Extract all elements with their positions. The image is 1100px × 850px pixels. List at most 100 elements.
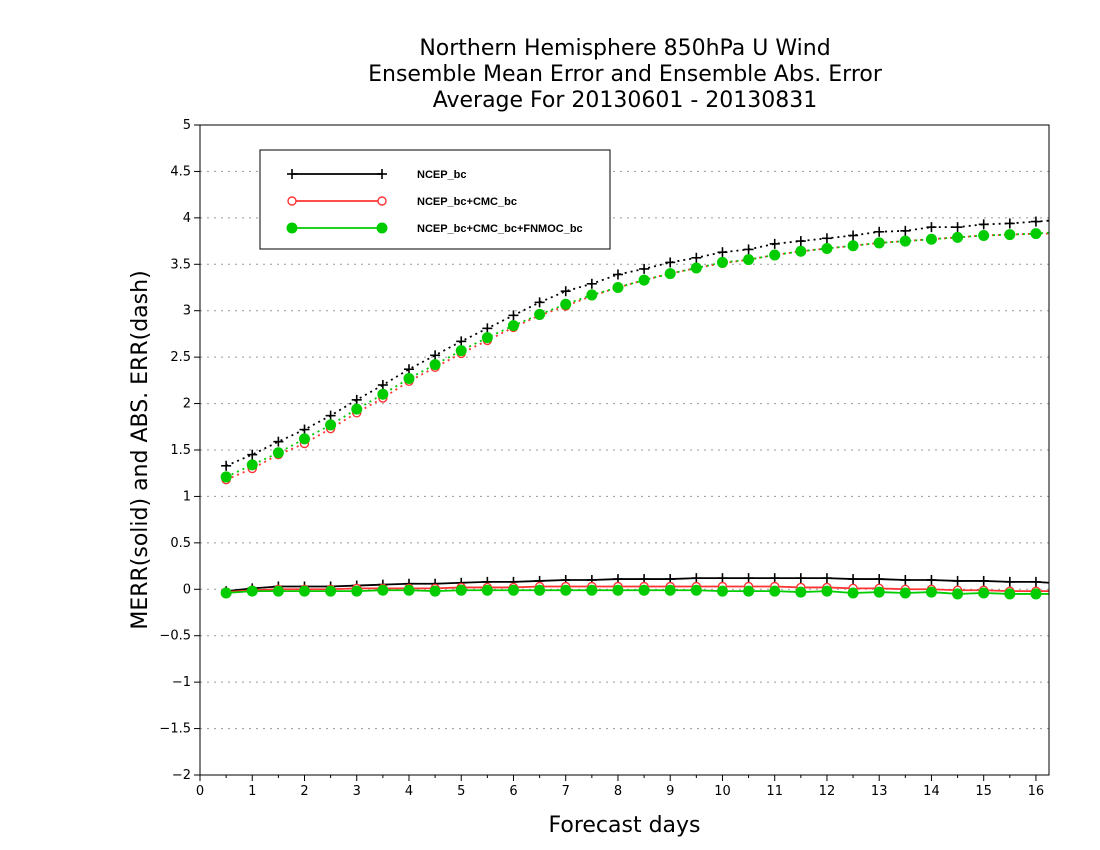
filled-circle-marker xyxy=(899,235,911,247)
y-tick-label: 1 xyxy=(183,489,191,504)
x-tick-label: 2 xyxy=(300,784,308,799)
series-0 xyxy=(221,216,1050,597)
y-tick-label: 0 xyxy=(183,582,191,597)
filled-circle-marker xyxy=(638,584,650,596)
filled-circle-marker xyxy=(664,268,676,280)
plus-marker xyxy=(769,238,780,249)
grid xyxy=(200,170,1049,730)
filled-circle-marker xyxy=(821,585,833,597)
filled-circle-marker xyxy=(403,584,415,596)
filled-circle-marker xyxy=(1004,588,1016,600)
title-line-2: Ensemble Mean Error and Ensemble Abs. Er… xyxy=(368,62,882,87)
filled-circle-marker xyxy=(795,586,807,598)
filled-circle-marker xyxy=(873,237,885,249)
filled-circle-marker xyxy=(429,359,441,371)
series-1 xyxy=(221,228,1049,597)
filled-circle-marker xyxy=(534,584,546,596)
plus-marker xyxy=(795,236,806,247)
y-tick-label: 3.5 xyxy=(170,257,191,272)
plus-marker xyxy=(299,424,310,435)
filled-circle-marker xyxy=(429,585,441,597)
plus-marker xyxy=(848,230,859,241)
plus-marker xyxy=(769,573,780,584)
filled-circle-marker xyxy=(534,308,546,320)
filled-circle-marker xyxy=(507,320,519,332)
plus-marker xyxy=(508,310,519,321)
plus-marker xyxy=(978,219,989,230)
x-tick-label: 5 xyxy=(457,784,465,799)
y-tick-label: 2.5 xyxy=(170,350,191,365)
plus-marker xyxy=(287,169,297,179)
plus-marker xyxy=(874,574,885,585)
filled-circle-marker xyxy=(664,584,676,596)
plus-marker xyxy=(456,336,467,347)
plus-marker xyxy=(482,323,493,334)
y-axis-label: MERR(solid) and ABS. ERR(dash) xyxy=(128,270,153,629)
filled-circle-marker xyxy=(743,254,755,266)
legend-item: NCEP_bc+CMC_bc+FNMOC_bc xyxy=(286,222,583,235)
filled-circle-marker xyxy=(612,584,624,596)
filled-circle-marker xyxy=(246,459,258,471)
plus-marker xyxy=(874,226,885,237)
filled-circle-marker xyxy=(847,587,859,599)
filled-circle-marker xyxy=(351,403,363,415)
filled-circle-marker xyxy=(925,586,937,598)
filled-circle-marker xyxy=(925,233,937,245)
filled-circle-marker xyxy=(560,298,572,310)
filled-circle-marker xyxy=(403,373,415,384)
x-tick-label: 6 xyxy=(509,784,517,799)
filled-circle-marker xyxy=(586,289,598,301)
filled-circle-marker xyxy=(952,588,964,600)
series-2 xyxy=(220,228,1050,600)
abs-err-line xyxy=(225,231,1050,478)
plus-marker xyxy=(430,350,441,361)
x-tick-label: 16 xyxy=(1028,784,1045,799)
filled-circle-marker xyxy=(325,585,337,597)
filled-circle-marker xyxy=(298,433,310,445)
filled-circle-marker xyxy=(952,231,964,243)
x-tick-label: 12 xyxy=(819,784,836,799)
filled-circle-marker xyxy=(743,585,755,597)
filled-circle-marker xyxy=(272,447,284,459)
x-tick-label: 0 xyxy=(196,784,204,799)
plus-marker xyxy=(952,222,963,233)
filled-circle-marker xyxy=(978,587,990,599)
plus-marker xyxy=(900,225,911,236)
filled-circle-marker xyxy=(325,419,337,431)
filled-circle-marker xyxy=(873,586,885,598)
plus-marker xyxy=(351,394,362,405)
y-tick-label: 5 xyxy=(183,118,191,133)
filled-circle-marker xyxy=(507,584,519,596)
y-tick-label: 4.5 xyxy=(170,164,191,179)
plus-marker xyxy=(377,169,387,179)
x-tick-label: 1 xyxy=(248,784,256,799)
legend-item: NCEP_bc xyxy=(287,169,467,181)
y-tick-label: 0.5 xyxy=(170,536,191,551)
filled-circle-marker xyxy=(298,585,310,597)
filled-circle-marker xyxy=(769,249,781,261)
y-tick-label: 4 xyxy=(183,211,191,226)
filled-circle-marker xyxy=(377,388,389,400)
plus-marker xyxy=(221,460,232,471)
chart-title: Northern Hemisphere 850hPa U Wind Ensemb… xyxy=(200,36,1050,114)
filled-circle-marker xyxy=(690,584,702,596)
filled-circle-marker xyxy=(376,222,388,234)
y-tick-label: 1.5 xyxy=(170,443,191,458)
axes: −2−1.5−1−0.500.511.522.533.544.550 1 2 3 4 5 6… xyxy=(159,118,1044,799)
filled-circle-marker xyxy=(272,585,284,597)
plus-marker xyxy=(1030,216,1041,227)
plus-marker xyxy=(665,257,676,268)
x-tick-label: 4 xyxy=(405,784,413,799)
x-tick-label: 3 xyxy=(353,784,361,799)
series-layer xyxy=(220,216,1050,600)
plus-marker xyxy=(743,244,754,255)
filled-circle-marker xyxy=(690,262,702,274)
filled-circle-marker xyxy=(716,256,728,268)
plus-marker xyxy=(952,575,963,586)
legend-label: NCEP_bc+CMC_bc+FNMOC_bc xyxy=(417,223,583,235)
x-tick-label: 9 xyxy=(666,784,674,799)
filled-circle-marker xyxy=(220,471,232,483)
plus-marker xyxy=(978,575,989,586)
filled-circle-marker xyxy=(455,584,467,596)
x-tick-label: 11 xyxy=(766,784,783,799)
